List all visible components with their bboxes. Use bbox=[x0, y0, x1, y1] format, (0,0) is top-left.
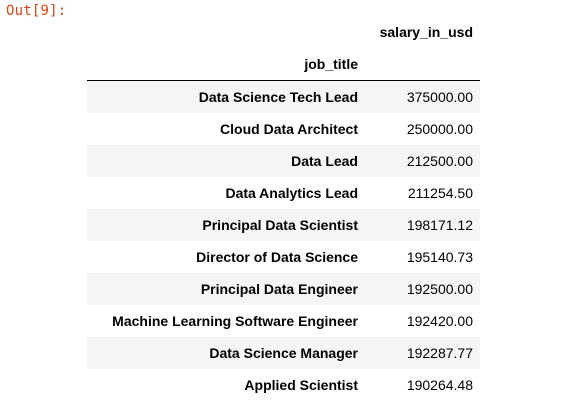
dataframe-table: salary_in_usd job_title Data Science Tec… bbox=[87, 16, 480, 401]
table-row: Cloud Data Architect 250000.00 bbox=[87, 113, 480, 145]
row-value: 195140.73 bbox=[406, 249, 473, 265]
output-prompt: Out[9]: bbox=[6, 3, 67, 19]
row-value: 198171.12 bbox=[406, 217, 473, 233]
row-index-label: Data Science Tech Lead bbox=[198, 89, 358, 105]
table-row: Data Science Tech Lead 375000.00 bbox=[87, 81, 480, 113]
row-index-label: Cloud Data Architect bbox=[220, 121, 358, 137]
row-index-label: Applied Scientist bbox=[244, 377, 358, 393]
row-value: 250000.00 bbox=[406, 121, 473, 137]
table-row: Data Analytics Lead 211254.50 bbox=[87, 177, 480, 209]
index-name-job-title: job_title bbox=[304, 56, 358, 72]
row-value: 375000.00 bbox=[406, 89, 473, 105]
table-row: Director of Data Science 195140.73 bbox=[87, 241, 480, 273]
row-index-label: Data Lead bbox=[291, 153, 358, 169]
row-index-label: Director of Data Science bbox=[196, 249, 358, 265]
table-row: Data Science Manager 192287.77 bbox=[87, 337, 480, 369]
row-value: 212500.00 bbox=[406, 153, 473, 169]
table-row: Machine Learning Software Engineer 19242… bbox=[87, 305, 480, 337]
row-index-label: Principal Data Engineer bbox=[200, 281, 358, 297]
column-header-salary: salary_in_usd bbox=[379, 24, 473, 40]
row-index-label: Data Analytics Lead bbox=[225, 185, 358, 201]
row-value: 211254.50 bbox=[407, 185, 473, 201]
row-value: 190264.48 bbox=[406, 377, 473, 393]
table-row: Principal Data Scientist 198171.12 bbox=[87, 209, 480, 241]
row-value: 192287.77 bbox=[406, 345, 473, 361]
row-index-label: Principal Data Scientist bbox=[202, 217, 358, 233]
index-header-spacer bbox=[87, 16, 358, 48]
table-row: Data Lead 212500.00 bbox=[87, 145, 480, 177]
table-row: Applied Scientist 190264.48 bbox=[87, 369, 480, 401]
header-divider bbox=[87, 80, 480, 81]
row-value: 192420.00 bbox=[406, 313, 473, 329]
index-name-row: job_title bbox=[87, 48, 480, 80]
row-index-label: Data Science Manager bbox=[209, 345, 358, 361]
column-header-row: salary_in_usd bbox=[87, 16, 480, 48]
index-name-row-empty bbox=[372, 48, 473, 80]
table-row: Principal Data Engineer 192500.00 bbox=[87, 273, 480, 305]
row-value: 192500.00 bbox=[406, 281, 473, 297]
row-index-label: Machine Learning Software Engineer bbox=[112, 313, 358, 329]
